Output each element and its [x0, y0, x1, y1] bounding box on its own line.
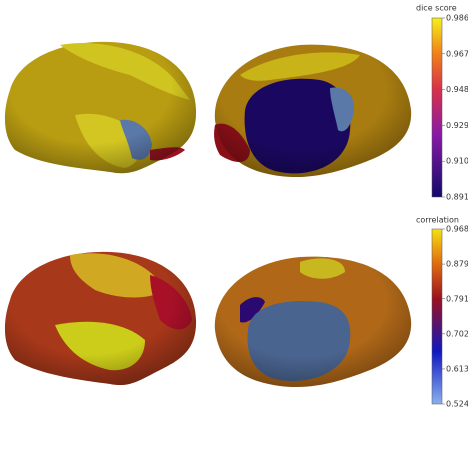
colorbar-tick-label: 0.986 — [446, 14, 468, 23]
colorbar-dice — [431, 17, 443, 198]
colorbar-tick-label: 0.613 — [446, 364, 468, 373]
colorbar-tick-label: 0.702 — [446, 329, 468, 338]
colorbar-tick-label: 0.891 — [446, 193, 468, 202]
colorbar-tick-label: 0.948 — [446, 85, 468, 94]
colorbar-tick-label: 0.879 — [446, 260, 468, 269]
colorbar-tick-label: 0.968 — [446, 225, 468, 234]
brain-medial-correlation — [214, 256, 412, 388]
brain-lateral-dice — [4, 41, 197, 174]
colorbar-tick-label: 0.929 — [446, 121, 468, 130]
colorbar-title: correlation — [416, 216, 459, 225]
colorbar-correlation — [431, 228, 443, 405]
colorbar-tick-label: 0.910 — [446, 157, 468, 166]
colorbar-tick-label: 0.791 — [446, 294, 468, 303]
colorbar-tick-label: 0.524 — [446, 400, 468, 409]
brain-lateral-correlation — [4, 251, 197, 386]
colorbar-tick-label: 0.967 — [446, 49, 468, 58]
colorbar-title: dice score — [416, 4, 457, 13]
brain-medial-dice — [214, 44, 412, 178]
